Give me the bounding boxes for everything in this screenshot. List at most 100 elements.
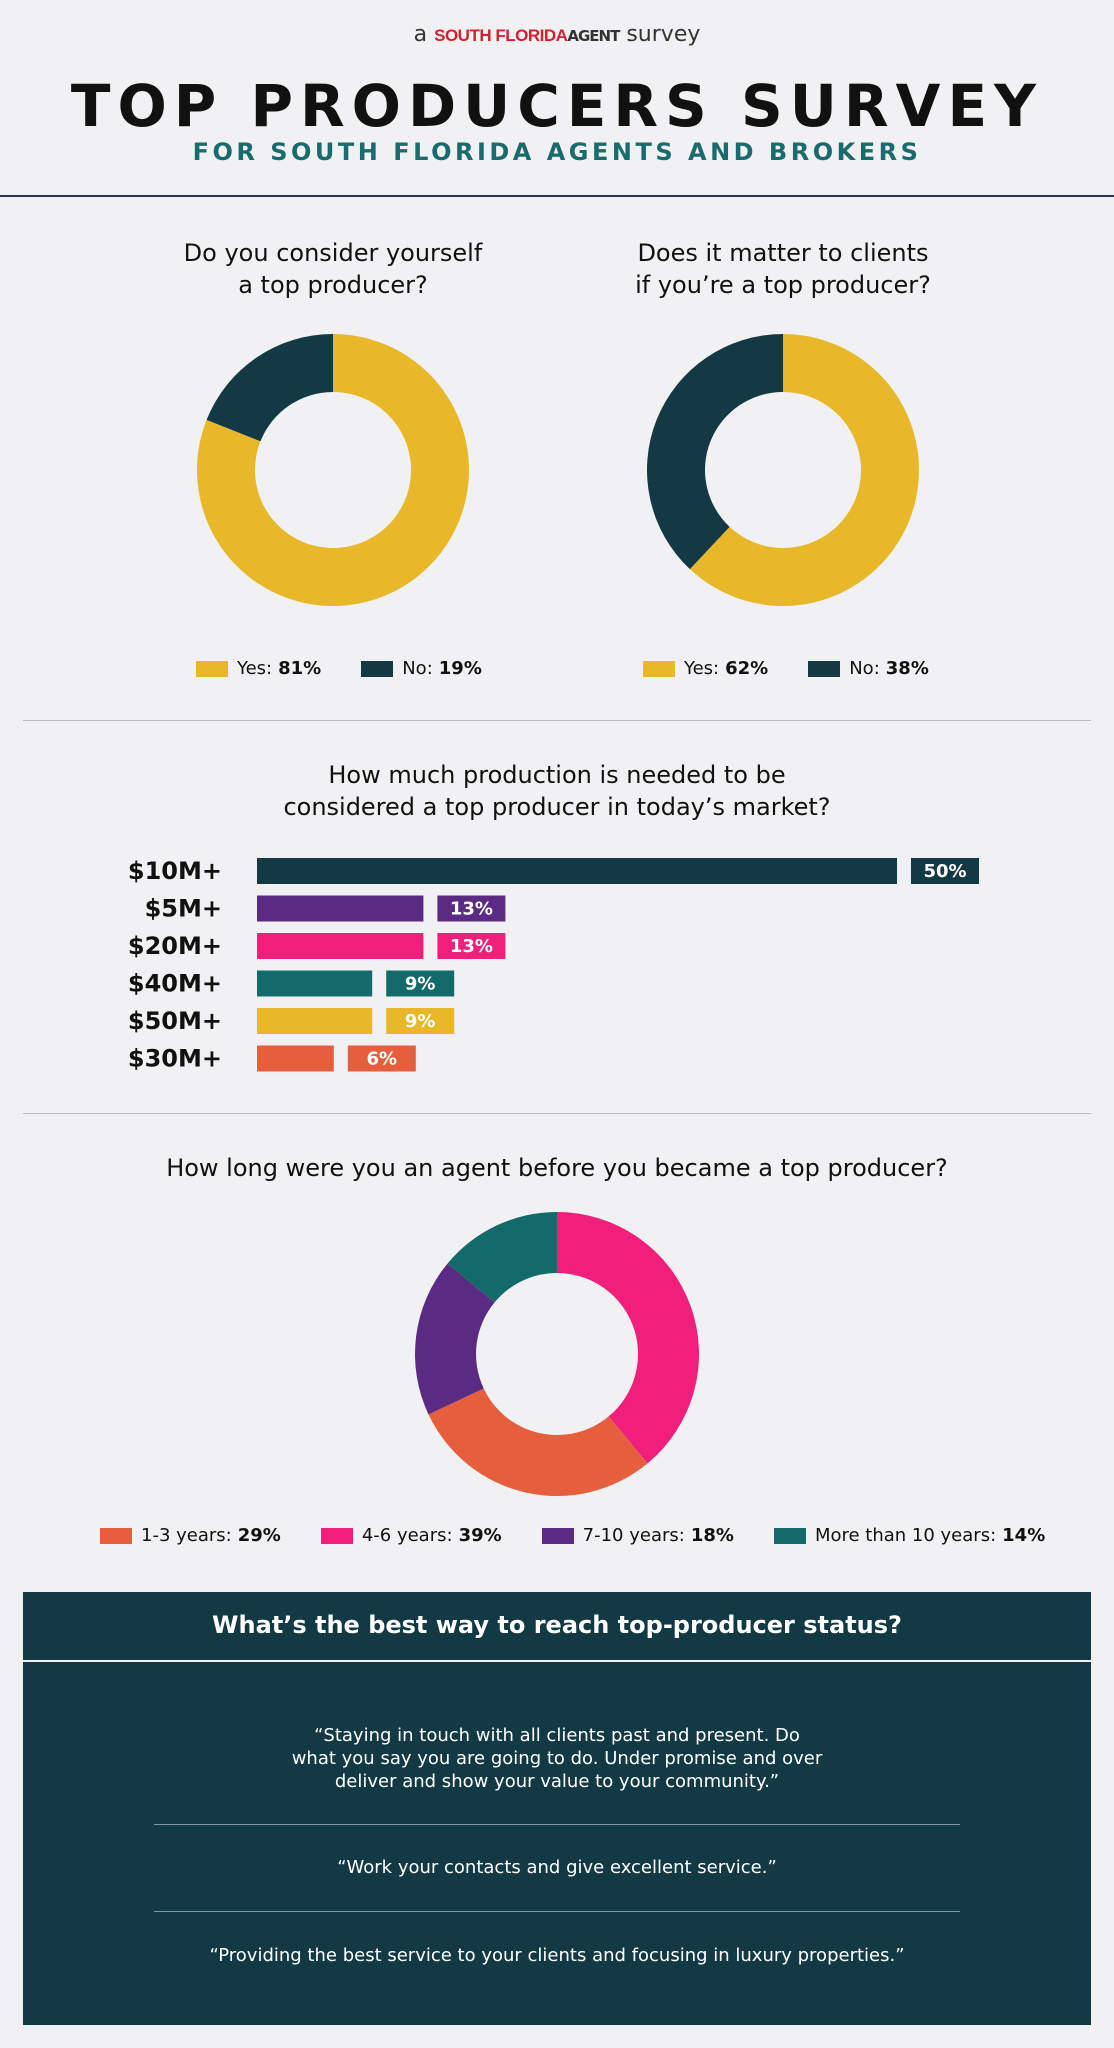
bar-30m	[257, 1045, 334, 1072]
legend-swatch	[643, 660, 675, 677]
brand-line: a SOUTH FLORIDAAGENT survey	[0, 22, 1114, 47]
bar-category-label-10m: $10M+	[128, 857, 222, 885]
quote-line: what you say you are going to do. Under …	[291, 1748, 823, 1769]
brand-logo-name: SOUTH FLORIDA	[434, 26, 568, 45]
chart4-slice-4-6-years	[557, 1212, 699, 1464]
chart2-question-line2: if you’re a top producer?	[635, 271, 931, 299]
bar-value-badge-10m	[911, 858, 979, 884]
chart4-legend-1-3: 1-3 years: 29%	[100, 1525, 281, 1546]
chart1-legend-no: No: 19%	[361, 658, 482, 679]
chart4-legend-4-6: 4-6 years: 39%	[320, 1525, 502, 1546]
chart1-legend: Yes: 81% No: 19%	[196, 658, 482, 679]
legend-label: More than 10 years:	[814, 1525, 997, 1546]
quote-3: “Providing the best service to your clie…	[83, 1944, 1031, 1967]
legend-value: 14%	[1002, 1525, 1046, 1546]
chart3-question-line1: How much production is needed to be	[328, 761, 786, 789]
legend-value: 38%	[885, 658, 929, 679]
chart2-question-line1: Does it matter to clients	[637, 239, 929, 267]
quote-line: “Work your contacts and give excellent s…	[337, 1857, 777, 1878]
brand-logo-agent: AGENT	[567, 27, 620, 45]
chart1-slice-yes	[197, 334, 469, 606]
quote-line: deliver and show your value to your comm…	[334, 1771, 780, 1792]
bar-value-label-40m: 9%	[405, 974, 436, 995]
chart1-question-line2: a top producer?	[238, 271, 428, 299]
legend-swatch	[541, 1527, 574, 1544]
quote-divider	[154, 1911, 960, 1912]
bar-category-label-5m: $5M+	[145, 895, 222, 923]
chart1-question: Do you consider yourself a top producer?	[133, 237, 533, 301]
brand-suffix: survey	[626, 22, 701, 47]
bar-value-label-50m: 9%	[405, 1011, 436, 1032]
bar-value-badge-30m	[347, 1045, 416, 1072]
chart3-question: How much production is needed to be cons…	[0, 759, 1114, 823]
legend-swatch	[196, 660, 228, 677]
quote-1: “Staying in touch with all clients past …	[153, 1724, 961, 1793]
chart2-legend: Yes: 62% No: 38%	[643, 658, 929, 679]
legend-value: 62%	[725, 658, 769, 679]
bar-value-label-20m: 13%	[450, 936, 493, 957]
bar-value-label-5m: 13%	[450, 899, 493, 920]
legend-label: No:	[402, 658, 433, 679]
chart2-slice-no	[647, 334, 783, 570]
best-way-divider	[23, 1660, 1091, 1662]
bar-value-label-30m: 6%	[367, 1049, 398, 1070]
chart4-slice-more-than-10-years	[447, 1212, 557, 1303]
quote-2: “Work your contacts and give excellent s…	[153, 1856, 961, 1879]
legend-label: 1-3 years:	[141, 1525, 232, 1546]
header: a SOUTH FLORIDAAGENT survey TOP PRODUCER…	[0, 0, 1114, 197]
legend-swatch	[808, 660, 841, 677]
chart4-legend-7-10: 7-10 years: 18%	[541, 1525, 734, 1546]
brand-prefix: a	[413, 22, 428, 47]
chart4-question: How long were you an agent before you be…	[166, 1154, 948, 1182]
chart1-donut	[197, 334, 469, 606]
chart2-question: Does it matter to clients if you’re a to…	[583, 237, 983, 301]
chart1-legend-yes: Yes: 81%	[196, 658, 321, 679]
bar-value-badge-40m	[386, 970, 455, 997]
bar-40m	[257, 970, 373, 997]
legend-value: 29%	[237, 1525, 281, 1546]
legend-label: No:	[849, 658, 880, 679]
chart2-slice-yes	[689, 334, 919, 606]
bar-value-label-10m: 50%	[923, 861, 966, 882]
bar-value-badge-5m	[437, 895, 506, 922]
bar-value-badge-50m	[386, 1008, 455, 1034]
quote-line: “Staying in touch with all clients past …	[314, 1725, 800, 1746]
bar-category-label-30m: $30M+	[128, 1045, 222, 1073]
bar-20m	[257, 933, 424, 959]
section-divider	[23, 1113, 1091, 1114]
legend-value: 81%	[278, 658, 322, 679]
legend-label: Yes:	[237, 658, 273, 679]
legend-swatch	[320, 1527, 353, 1544]
chart2-legend-yes: Yes: 62%	[643, 658, 768, 679]
bar-category-label-40m: $40M+	[128, 970, 222, 998]
legend-swatch	[100, 1527, 132, 1544]
quote-line: “Providing the best service to your clie…	[209, 1945, 905, 1966]
bar-10m	[257, 858, 897, 884]
legend-value: 19%	[438, 658, 482, 679]
quote-divider	[154, 1824, 960, 1825]
bar-value-badge-20m	[437, 933, 506, 959]
chart4-donut	[415, 1212, 699, 1496]
page-subtitle: FOR SOUTH FLORIDA AGENTS AND BROKERS	[192, 138, 922, 166]
chart4-slice-7-10-years	[415, 1263, 495, 1415]
chart4-legend-10-plus: More than 10 years: 14%	[773, 1525, 1046, 1546]
page-title: TOP PRODUCERS SURVEY	[70, 72, 1044, 140]
best-way-title: What’s the best way to reach top-produce…	[212, 1611, 902, 1639]
chart4-slice-1-3-years	[428, 1388, 648, 1496]
chart2-legend-no: No: 38%	[808, 658, 929, 679]
legend-value: 18%	[690, 1525, 734, 1546]
legend-swatch	[773, 1527, 806, 1544]
chart1-slice-no	[206, 334, 333, 442]
header-divider	[0, 195, 1114, 197]
bar-5m	[257, 895, 424, 922]
bar-category-label-50m: $50M+	[128, 1007, 222, 1035]
legend-swatch	[361, 660, 394, 677]
bar-category-label-20m: $20M+	[128, 932, 222, 960]
best-way-panel: What’s the best way to reach top-produce…	[23, 1592, 1091, 2025]
chart2-donut	[647, 334, 919, 606]
legend-label: 4-6 years:	[361, 1525, 453, 1546]
section-divider	[23, 720, 1091, 721]
bar-50m	[257, 1008, 373, 1034]
legend-value: 39%	[458, 1525, 502, 1546]
production-bar-chart: $10M+ 50% $5M+ 13% $20M+ 13% $40M+ 9% $50M+ 9% $30…	[128, 857, 979, 1073]
